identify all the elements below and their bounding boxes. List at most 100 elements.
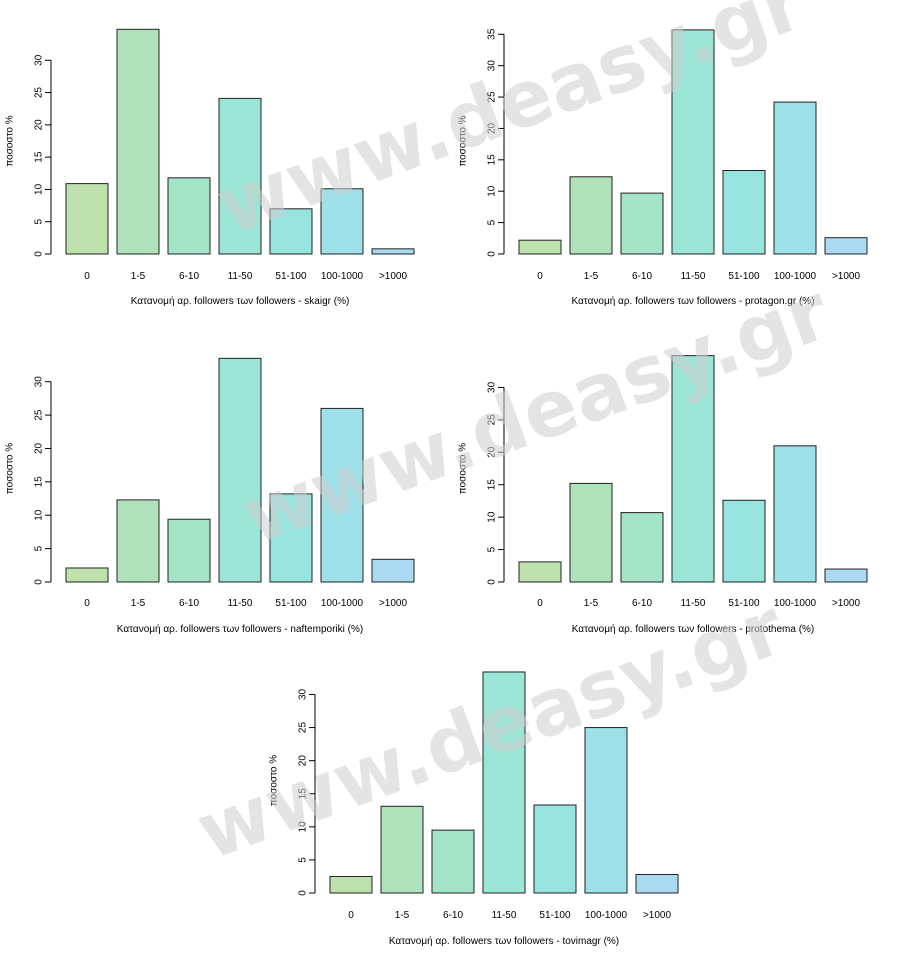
x-axis-title: Κατανομή αρ. followers των followers - p… — [571, 295, 814, 307]
bar-11-50 — [671, 29, 715, 255]
bar-1-5 — [569, 482, 613, 583]
x-axis-title: Κατανομή αρ. followers των followers - n… — [117, 623, 363, 635]
x-category-label: 11-50 — [492, 910, 517, 921]
y-tick-label: 5 — [487, 219, 498, 225]
bar-0 — [329, 875, 373, 894]
y-tick-label: 30 — [487, 60, 498, 72]
y-axis-title: ποσοστο % — [269, 755, 280, 806]
y-tick-label: 0 — [298, 890, 309, 896]
bar-1-5 — [116, 499, 160, 583]
x-category-label: >1000 — [832, 271, 861, 282]
x-category-label: 0 — [537, 271, 543, 282]
bar-chart-5: 0 5 10 15 20 25 30 0 1-5 6-10 11-50 51-100 100-1000 >… — [269, 671, 679, 947]
x-category-label: 1-5 — [131, 271, 146, 282]
y-tick-label: 5 — [34, 545, 45, 551]
y-tick-label: 0 — [34, 251, 45, 257]
bar-51-100 — [533, 804, 577, 894]
x-category-label: 6-10 — [179, 271, 199, 282]
bar-chart-3: 0 5 10 15 20 25 30 0 1-5 6-10 11-50 51-100 100-1000 >… — [5, 357, 415, 635]
y-tick-label: 15 — [487, 154, 498, 166]
y-tick-label: 15 — [34, 476, 45, 488]
bar-100-1000 — [320, 407, 364, 583]
bar-51-100 — [269, 208, 313, 255]
y-tick-label: 20 — [487, 122, 498, 134]
bar-6-10 — [620, 512, 664, 583]
bar-100-1000 — [773, 445, 817, 583]
bar-11-50 — [218, 97, 262, 255]
x-category-label: 0 — [84, 598, 90, 609]
bar->1000 — [824, 237, 868, 255]
x-category-label: 100-1000 — [774, 271, 817, 282]
x-category-label: 6-10 — [179, 598, 199, 609]
x-category-label: 1-5 — [131, 598, 146, 609]
x-category-label: >1000 — [379, 271, 408, 282]
y-tick-label: 15 — [487, 479, 498, 491]
x-axis-title: Κατανομή αρ. followers των followers - t… — [389, 935, 619, 947]
bar->1000 — [371, 248, 415, 255]
bar-chart-2: 0 5 10 15 20 25 30 35 0 1-5 6-10 11-50 51-100 100-100… — [458, 28, 868, 307]
x-category-label: 11-50 — [228, 598, 253, 609]
bar-100-1000 — [773, 101, 817, 255]
bar-11-50 — [218, 357, 262, 583]
x-category-label: 100-1000 — [321, 271, 364, 282]
y-tick-label: 20 — [34, 119, 45, 131]
y-tick-label: 0 — [487, 579, 498, 585]
y-tick-label: 10 — [487, 185, 498, 197]
bar-1-5 — [116, 28, 160, 255]
bar-0 — [518, 561, 562, 583]
y-tick-label: 30 — [34, 376, 45, 388]
bar-chart-1: 0 5 10 15 20 25 30 0 1-5 6-10 11-50 51-100 100-1000 >… — [5, 28, 415, 307]
x-category-label: 6-10 — [632, 271, 652, 282]
x-category-label: 1-5 — [395, 910, 410, 921]
x-category-label: >1000 — [643, 910, 672, 921]
bar-51-100 — [269, 493, 313, 583]
y-tick-label: 25 — [298, 722, 309, 734]
y-tick-label: 35 — [487, 28, 498, 40]
y-tick-label: 10 — [298, 821, 309, 833]
y-tick-label: 0 — [487, 251, 498, 257]
y-tick-label: 15 — [34, 151, 45, 163]
x-category-label: 0 — [537, 598, 543, 609]
y-tick-label: 25 — [34, 87, 45, 99]
bar-1-5 — [380, 805, 424, 894]
bar->1000 — [824, 568, 868, 583]
y-axis-title: ποσοστο % — [5, 115, 16, 166]
y-axis-title: ποσοστο % — [458, 443, 469, 494]
x-category-label: 6-10 — [443, 910, 463, 921]
x-category-label: 100-1000 — [321, 598, 364, 609]
y-tick-label: 20 — [34, 442, 45, 454]
x-axis-title: Κατανομή αρ. followers των followers - s… — [131, 295, 350, 307]
y-tick-label: 5 — [298, 857, 309, 863]
y-tick-label: 30 — [34, 54, 45, 66]
x-category-label: 0 — [348, 910, 354, 921]
bar-chart-4: 0 5 10 15 20 25 30 0 1-5 6-10 11-50 51-100 100-1000 >… — [458, 355, 868, 635]
watermark-layer: www.deasy.gr www.deasy.gr www.deasy.gr — [186, 0, 841, 878]
y-tick-label: 5 — [34, 218, 45, 224]
x-category-label: 6-10 — [632, 598, 652, 609]
x-category-label: 51-100 — [275, 598, 307, 609]
bar-0 — [65, 567, 109, 583]
bar-51-100 — [722, 499, 766, 583]
y-tick-label: 0 — [34, 579, 45, 585]
y-tick-label: 25 — [487, 414, 498, 426]
y-tick-label: 20 — [298, 755, 309, 767]
x-category-label: 1-5 — [584, 598, 599, 609]
x-category-label: 11-50 — [228, 271, 253, 282]
y-tick-label: 10 — [487, 511, 498, 523]
bar-51-100 — [722, 170, 766, 255]
x-category-label: 11-50 — [681, 598, 706, 609]
y-tick-label: 30 — [487, 381, 498, 393]
bar-6-10 — [167, 177, 211, 255]
x-category-label: >1000 — [379, 598, 408, 609]
x-category-label: 0 — [84, 271, 90, 282]
bar-6-10 — [620, 192, 664, 255]
bar-0 — [65, 183, 109, 255]
y-tick-label: 10 — [34, 509, 45, 521]
y-tick-label: 10 — [34, 183, 45, 195]
bar-1-5 — [569, 176, 613, 255]
x-category-label: 100-1000 — [774, 598, 817, 609]
y-tick-label: 25 — [34, 409, 45, 421]
x-category-label: >1000 — [832, 598, 861, 609]
bar-6-10 — [167, 518, 211, 583]
